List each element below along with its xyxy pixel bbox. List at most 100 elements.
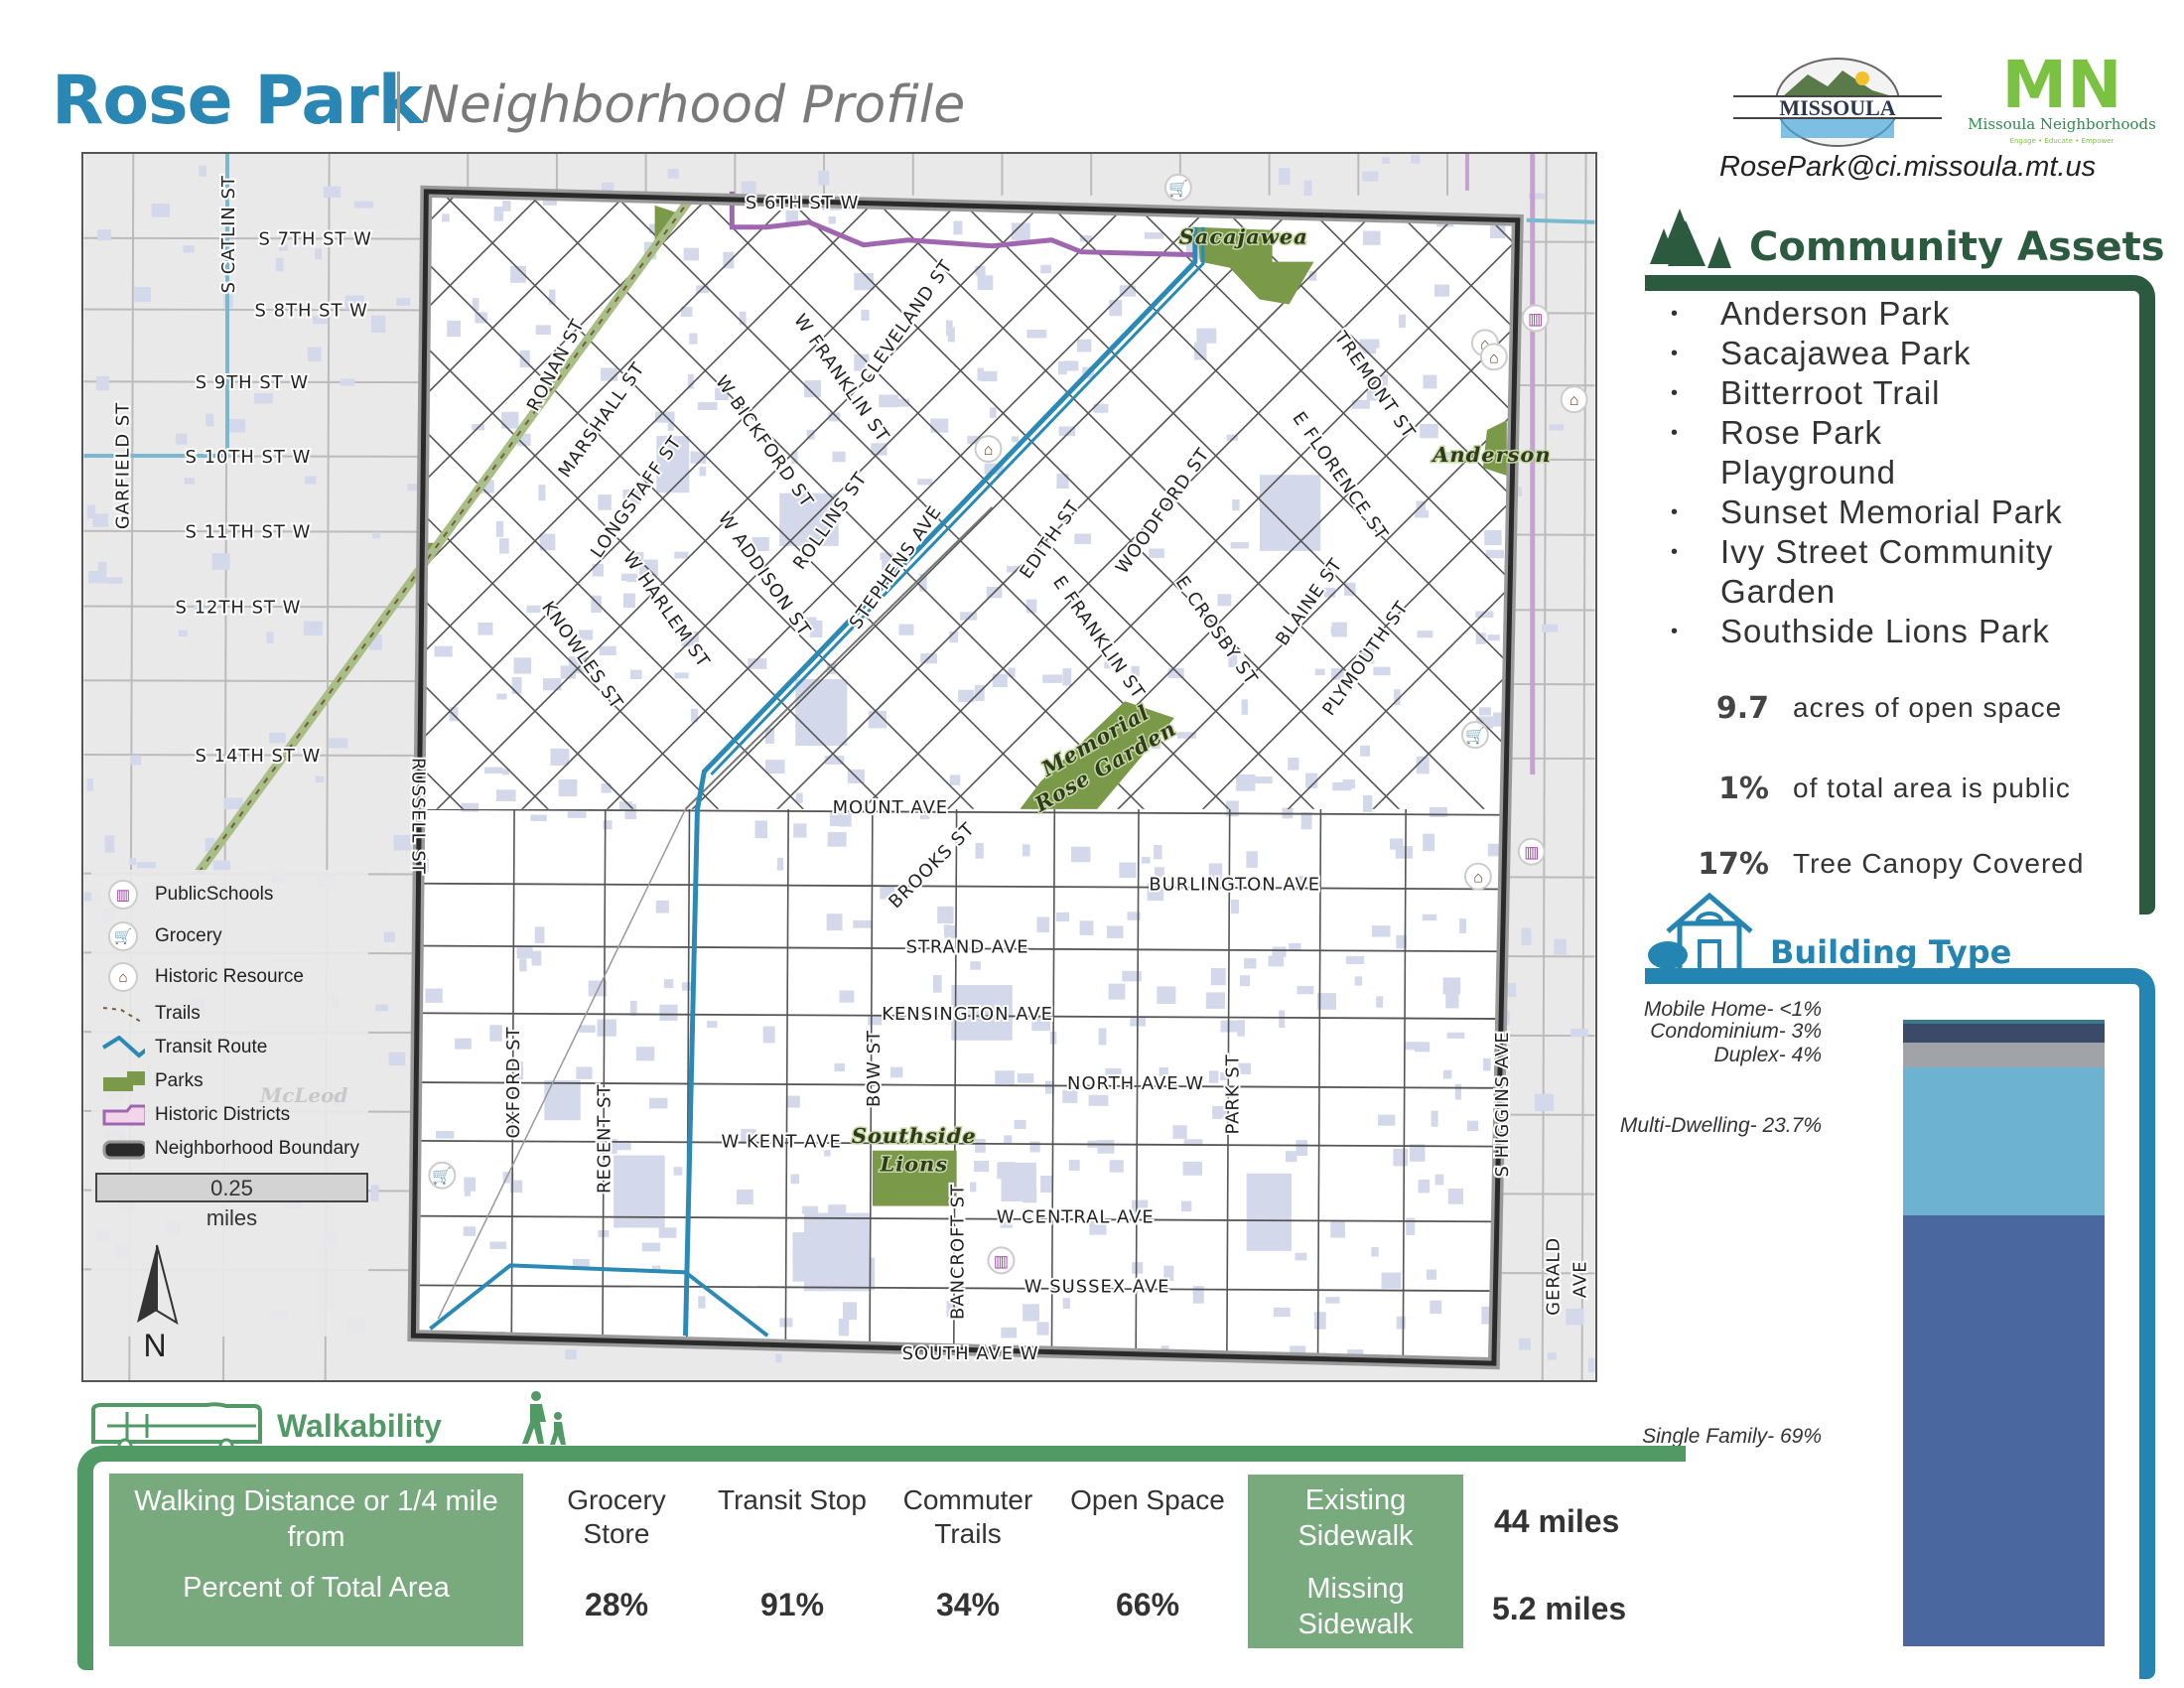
walk-col-grocery: Grocery Store 28% [532,1483,701,1622]
boundary-swatch-icon [101,1134,145,1164]
building [943,924,951,936]
building [1017,1072,1034,1083]
building [509,1180,523,1194]
park-memorial-rose-garden[interactable] [1020,701,1174,809]
building [1399,314,1406,329]
building [484,767,503,774]
building [175,433,188,445]
building [227,419,246,433]
building [567,811,587,818]
building [1454,1083,1462,1100]
historic-building-icon-bg [1463,862,1492,891]
building [211,553,230,570]
building [839,812,852,827]
transit-route-stephens[interactable] [683,226,1198,1336]
park-label-lions: Lions [879,1152,948,1177]
building [1122,970,1142,982]
park-southside-lions[interactable] [872,1150,957,1206]
building [839,990,855,1003]
trees-icon [1650,209,1731,268]
building [748,658,767,669]
asset-item: Bitterroot Trail [1671,373,2068,413]
building-large [544,1079,581,1121]
street-line [418,744,469,809]
building [183,245,195,253]
building [674,551,689,559]
school-icon-bg [987,1246,1016,1275]
street-label: BOW ST [864,1030,885,1107]
cart-icon-glyph: 🛒 [1465,726,1485,745]
building [1288,758,1299,771]
brooks-street-line [684,506,994,810]
historic-building-icon-bg [974,435,1003,463]
building [827,663,837,674]
street-label: S 7TH ST W [259,229,372,250]
building [501,411,519,429]
street-label: GARFIELD ST [112,402,133,529]
historic-building-icon: ⌂ [1463,862,1492,891]
street-line [1112,379,1518,809]
building [136,862,156,869]
street-label: S 14TH ST W [195,746,321,767]
building [775,1353,782,1363]
building [1131,665,1140,676]
walk-col-header: Commuter Trails [902,1484,1033,1549]
mn-logo-letters: MN [2002,50,2122,123]
building [375,1004,388,1012]
building [949,631,958,643]
building [1396,1316,1406,1330]
building [1485,549,1504,559]
building [558,778,578,797]
building [442,213,450,222]
park-sacajawea[interactable] [1196,226,1314,305]
building [1062,1298,1070,1309]
building [1381,1272,1402,1289]
building [1104,661,1111,669]
building [1358,342,1377,354]
building [1434,1174,1444,1186]
legend-item-trails: Trails [91,999,201,1029]
building [493,207,504,221]
cart-icon: 🛒 [1460,721,1489,750]
street-line [942,210,1518,809]
street-line [413,882,1507,891]
building [1541,624,1559,633]
building-large [803,1212,870,1292]
bus-icon [91,1402,262,1452]
building [447,320,461,338]
building [511,676,522,694]
building [1279,1010,1286,1028]
building [1182,1161,1202,1176]
building [949,774,961,785]
building [133,286,151,303]
building [1587,1357,1595,1373]
building [1278,168,1291,185]
building [542,678,562,691]
asset-item: Southside Lions Park [1671,612,2068,651]
walk-col-header: Open Space [1070,1484,1225,1515]
street-label: W SUSSEX AVE [1024,1276,1170,1297]
building [603,820,613,830]
building [104,835,115,853]
building [1268,955,1285,967]
contact-email-link[interactable]: RosePark@ci.missoula.mt.us [1719,151,2097,183]
street-label: MOUNT AVE [833,797,949,818]
park-anderson[interactable] [1482,420,1507,476]
street-line [945,191,1518,787]
building [1362,794,1373,813]
street-line [602,191,1232,809]
street-label: OXFORD ST [503,1026,524,1138]
transit-route-south-loop[interactable] [429,1263,769,1337]
house-icon [1648,892,1753,973]
building [970,1182,977,1193]
building [1330,1220,1345,1238]
building [105,577,123,584]
building [1022,844,1030,857]
asset-item: Sacajawea Park [1671,334,2068,373]
building [1411,154,1421,164]
building [651,1265,661,1272]
bar-segment-label: Multi-Dwelling- 23.7% [1619,1114,1822,1137]
building [629,1000,637,1016]
building [1058,426,1076,437]
building [614,1140,631,1151]
